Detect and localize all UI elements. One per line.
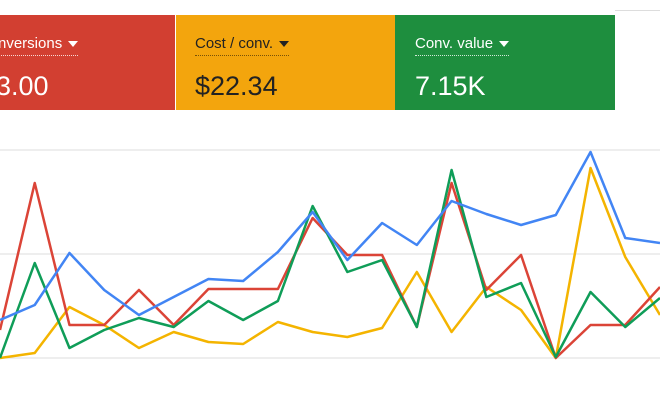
card-value: 3.00 <box>0 71 49 101</box>
card-title[interactable]: Conv. value <box>415 35 510 56</box>
divider <box>615 10 660 11</box>
card-value: 7.15K <box>415 71 486 101</box>
card[interactable]: nversions 3.00 <box>0 15 175 110</box>
series-line <box>0 166 660 360</box>
series-line <box>0 168 660 359</box>
card-title[interactable]: Cost / conv. <box>195 35 290 56</box>
card[interactable]: Conv. value 7.15K <box>395 15 615 110</box>
card-title[interactable]: nversions <box>0 35 79 56</box>
card[interactable]: Cost / conv. $22.34 <box>176 15 395 110</box>
card-value: $22.34 <box>195 71 278 101</box>
series-line <box>0 150 660 322</box>
